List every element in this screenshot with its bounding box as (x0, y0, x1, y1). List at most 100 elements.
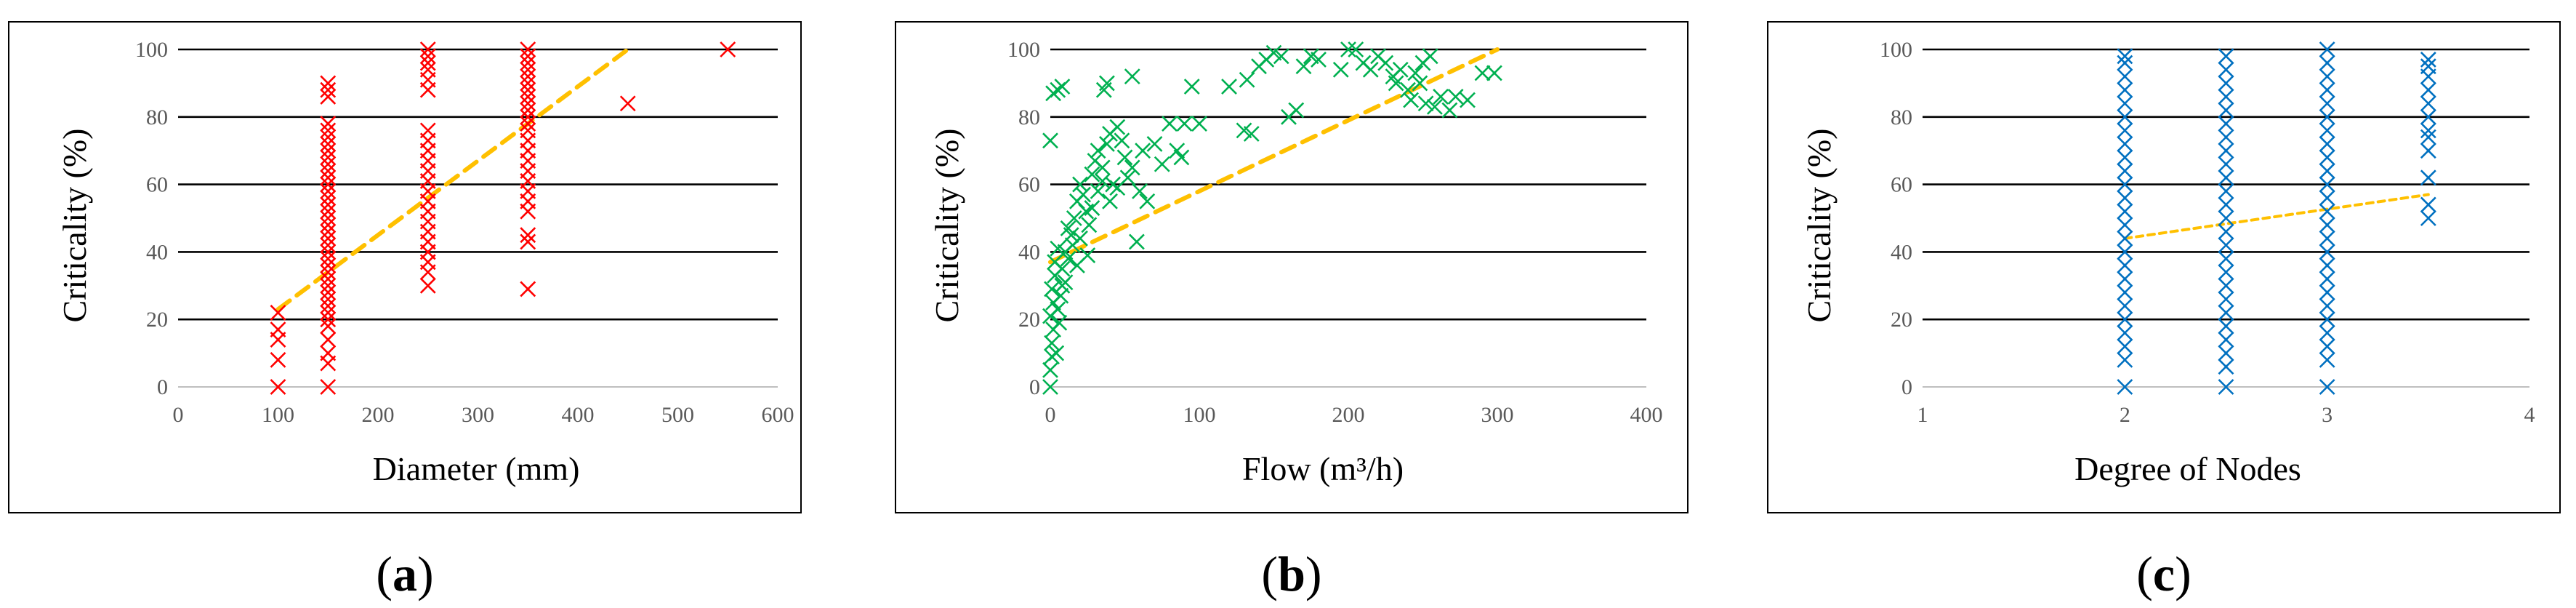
panel-b-point (1388, 75, 1404, 92)
panel-c-point (2319, 176, 2335, 193)
panel-c-point (2218, 332, 2234, 348)
panel-c-point (2420, 210, 2436, 226)
panel-a-point (520, 102, 536, 119)
panel-c-point (2218, 318, 2234, 335)
panel-c-point (2117, 311, 2133, 328)
panel-b-tick-labels: 0 20 40 60 80 100 0 100 200 300 400 (1007, 38, 1663, 427)
panel-c-point (2319, 81, 2335, 98)
panel-b-frame (895, 21, 1689, 513)
panel-b-point (1243, 126, 1260, 142)
panel-b-point (1412, 75, 1428, 92)
panel-b-point (1050, 301, 1066, 318)
panel-a-x-axis-label: Diameter (mm) (373, 450, 580, 487)
panel-b-point (1433, 89, 1449, 105)
panel-a-trendline (275, 47, 630, 312)
panel-c-point (2117, 176, 2133, 193)
panel-b-point (1090, 183, 1106, 199)
panel-a-point (320, 143, 337, 159)
panel-b-point (1183, 79, 1200, 95)
panel-b-point (1060, 220, 1076, 236)
panel-b-trendline (1048, 47, 1500, 265)
panel-c-point (2117, 244, 2133, 260)
panel-c-point (2319, 351, 2335, 368)
panel-c-point (2218, 237, 2234, 254)
panel-a-point (320, 190, 337, 207)
panel-b-point (1311, 52, 1327, 68)
panel-b-point (1332, 61, 1349, 78)
panel-b-point (1426, 98, 1443, 115)
panel-c-point (2117, 95, 2133, 112)
panel-c-point (2319, 149, 2335, 166)
panel-a-point (419, 122, 436, 139)
panel-c-x-axis-label: Degree of Nodes (2074, 450, 2301, 487)
panel-c-point (2117, 149, 2133, 166)
panel-b-point (1447, 89, 1464, 105)
panel-b-point (1109, 119, 1126, 135)
panel-b-point (1417, 95, 1434, 112)
panel-c-point (2319, 217, 2335, 233)
panel-c-point (2420, 95, 2436, 112)
panel-a-y-tick-label: 0 (157, 375, 168, 399)
panel-c-point (2319, 55, 2335, 71)
panel-c-point (2218, 196, 2234, 213)
panel-c-point (2218, 223, 2234, 240)
panel-b-point (1441, 102, 1458, 119)
panel-a-point (320, 169, 337, 186)
panel-b-y-tick-label: 80 (1018, 105, 1040, 129)
panel-a-point (520, 68, 536, 85)
panel-a-point (320, 129, 337, 145)
panel-a-point (270, 379, 286, 395)
panel-b-point (1135, 143, 1151, 159)
panel-a-point (320, 183, 337, 199)
panel-b-point (1340, 41, 1356, 57)
panel-c-point (2218, 75, 2234, 92)
panel-c-label-letter: c (2153, 546, 2175, 601)
panel-a-point (320, 217, 337, 233)
panel-c-point (2420, 196, 2436, 213)
panel-a-point (419, 41, 436, 57)
panel-c-point (2319, 163, 2335, 179)
panel-b-point (1079, 247, 1096, 263)
panel-b-point (1072, 230, 1088, 247)
panel-a-point (270, 351, 286, 368)
panel-b-x-tick-label: 400 (1630, 403, 1663, 427)
panel-a-point (520, 108, 536, 125)
panel-a-point (320, 230, 337, 247)
panel-b-point (1132, 183, 1148, 199)
panel-a-point (320, 149, 337, 166)
panel-c-point (2117, 271, 2133, 287)
panel-b-point (1169, 143, 1186, 159)
panel-a-point (320, 318, 337, 335)
panel-c-point (2319, 271, 2335, 287)
panel-b-point (1154, 156, 1170, 172)
panel-a-point (520, 233, 536, 250)
panel-c-label: (c) (2136, 546, 2191, 601)
panel-a-point (520, 95, 536, 112)
panel-c-point (2117, 163, 2133, 179)
panel-c-point (2218, 156, 2234, 172)
panel-a-x-tick-label: 300 (462, 403, 494, 427)
panel-b-point (1066, 210, 1082, 226)
panel-a-point (320, 257, 337, 273)
panel-b-point (1348, 41, 1364, 57)
panel-b-point (1054, 79, 1071, 95)
panel-c-point (2420, 143, 2436, 159)
panel-a-point (520, 81, 536, 98)
panel-c-point (2117, 190, 2133, 207)
panel-b-point (1392, 61, 1409, 78)
panel-c-point (2420, 169, 2436, 186)
panel-c-point (2420, 108, 2436, 125)
panel-a-point (320, 89, 337, 105)
panel-b-point (1124, 68, 1140, 85)
panel-c-y-tick-label: 60 (1891, 173, 1912, 197)
panel-c-point (2420, 52, 2436, 68)
panel-a-point (520, 122, 536, 139)
panel-a-point (520, 55, 536, 71)
panel-b-point (1042, 132, 1058, 149)
panel-a-point (320, 332, 337, 348)
panel-c-point (2218, 379, 2234, 395)
panel-b-point (1102, 193, 1118, 209)
panel-c-point (2117, 257, 2133, 273)
panel-c-point (2420, 81, 2436, 98)
